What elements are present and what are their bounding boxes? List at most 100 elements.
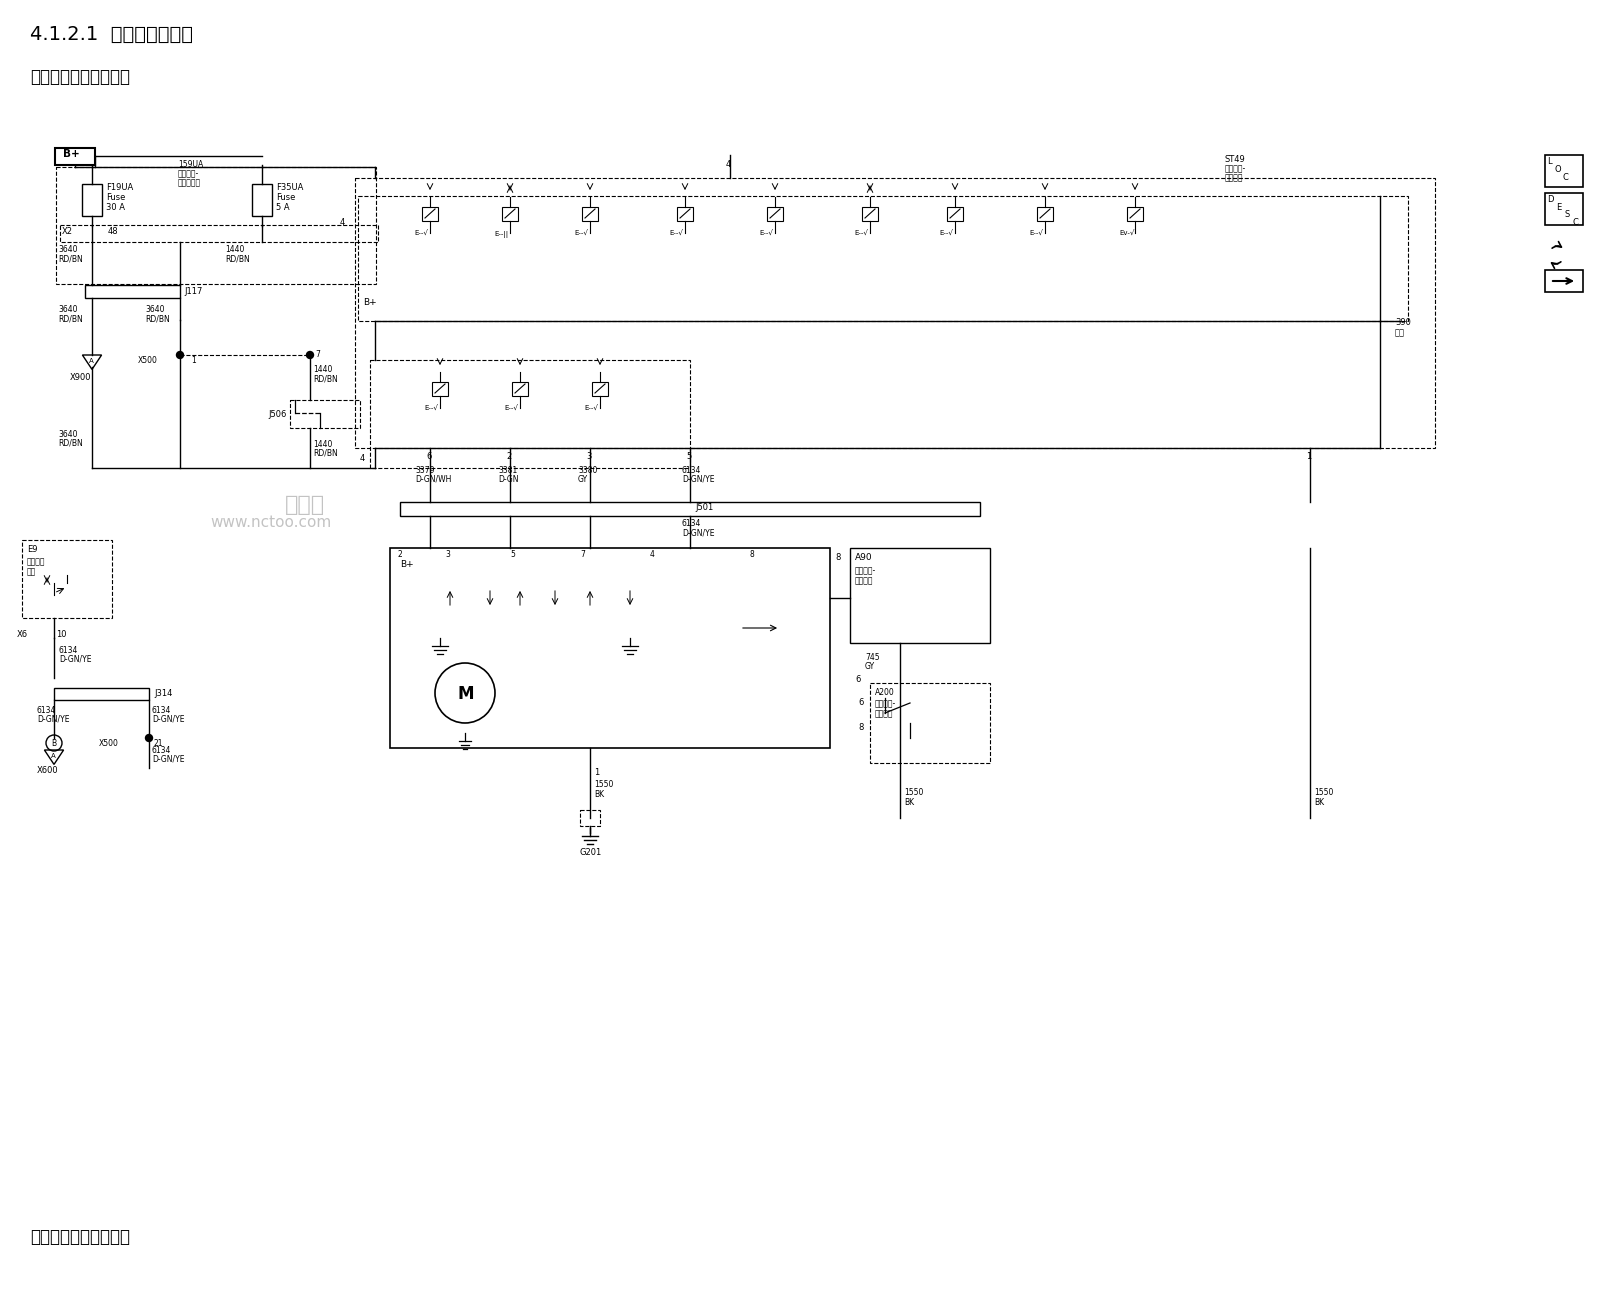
Text: E--√: E--√ (669, 231, 683, 238)
Text: 4: 4 (649, 550, 654, 559)
Text: E--√: E--√ (938, 231, 953, 238)
Bar (861, 206, 877, 221)
Text: 21: 21 (154, 739, 164, 748)
Text: 1440: 1440 (313, 440, 333, 449)
Text: B: B (51, 739, 56, 748)
Text: RD/BN: RD/BN (58, 314, 82, 323)
Text: 4: 4 (725, 160, 731, 169)
Text: 8: 8 (749, 550, 754, 559)
Text: 车窗开关-: 车窗开关- (1225, 164, 1245, 173)
Text: L: L (1546, 157, 1551, 166)
Text: 驾驶员侧: 驾驶员侧 (1225, 173, 1242, 182)
Text: 48: 48 (108, 227, 119, 236)
Text: 3381: 3381 (498, 466, 517, 475)
Text: 运控实例: 运控实例 (855, 576, 873, 585)
Text: J314: J314 (154, 689, 172, 698)
Text: X600: X600 (37, 766, 58, 775)
Text: C: C (1572, 218, 1578, 227)
Text: 4: 4 (339, 218, 346, 227)
Text: 3640: 3640 (58, 305, 77, 314)
Text: 7: 7 (315, 350, 320, 360)
Text: 3: 3 (445, 550, 450, 559)
Text: 6134: 6134 (153, 746, 172, 755)
Text: 8: 8 (834, 553, 840, 562)
Text: RD/BN: RD/BN (313, 374, 337, 383)
Text: A200: A200 (874, 688, 893, 697)
Text: D-GN/YE: D-GN/YE (153, 755, 185, 765)
Bar (677, 206, 693, 221)
Text: D-GN/YE: D-GN/YE (681, 528, 714, 537)
Text: RD/BN: RD/BN (313, 449, 337, 458)
Text: E--√: E--√ (583, 406, 598, 411)
Text: X6: X6 (18, 630, 27, 639)
Text: S: S (1564, 210, 1570, 219)
Text: 1: 1 (593, 768, 599, 778)
Text: O: O (1554, 165, 1560, 174)
Text: RD/BN: RD/BN (225, 254, 249, 263)
Text: 5 A: 5 A (276, 202, 289, 212)
Text: 745: 745 (865, 653, 879, 662)
Text: D-GN/YE: D-GN/YE (681, 475, 714, 484)
Bar (22, 540, 112, 618)
Text: J506: J506 (268, 410, 286, 419)
Text: B+: B+ (363, 299, 376, 308)
Text: A: A (51, 753, 56, 759)
Text: Fuse: Fuse (276, 193, 296, 202)
Text: 车套电机-: 车套电机- (855, 566, 876, 575)
Text: M: M (458, 685, 474, 704)
Text: E--√: E--√ (413, 231, 427, 238)
Text: E--√: E--√ (759, 231, 773, 238)
Bar (391, 548, 829, 748)
Text: D-GN/WH: D-GN/WH (415, 475, 452, 484)
Text: 4.1.2.1  活动车窗示意图: 4.1.2.1 活动车窗示意图 (31, 25, 193, 44)
Bar (511, 382, 527, 396)
Text: 驾驶员车窗（两厢车）: 驾驶员车窗（两厢车） (31, 67, 130, 86)
Bar (1127, 206, 1143, 221)
Text: 3379: 3379 (415, 466, 434, 475)
Text: 6134: 6134 (681, 519, 701, 528)
Text: 6: 6 (855, 675, 860, 684)
Bar (947, 206, 963, 221)
Text: 3640: 3640 (58, 245, 77, 254)
Bar (55, 688, 149, 700)
Bar (580, 810, 599, 826)
Text: 1: 1 (191, 356, 196, 365)
Text: 2: 2 (399, 550, 402, 559)
Text: A: A (88, 358, 93, 363)
Text: J501: J501 (694, 504, 714, 511)
Bar (370, 360, 689, 469)
Text: 驾驶员车-: 驾驶员车- (874, 700, 895, 707)
Text: 牛车坛: 牛车坛 (284, 495, 325, 515)
Text: E--√: E--√ (1028, 231, 1043, 238)
Bar (252, 184, 272, 215)
Text: E--||: E--|| (493, 231, 508, 238)
Bar (1037, 206, 1053, 221)
Text: D-GN/YE: D-GN/YE (59, 655, 92, 665)
Text: 6134: 6134 (681, 466, 701, 475)
Text: 1440: 1440 (313, 365, 333, 374)
Text: 6134: 6134 (153, 706, 172, 715)
Text: 2: 2 (506, 452, 511, 461)
Text: 3640: 3640 (145, 305, 164, 314)
Circle shape (145, 735, 153, 741)
Text: Ev-√: Ev-√ (1118, 231, 1133, 238)
Text: E: E (1556, 202, 1560, 212)
Bar (767, 206, 783, 221)
Text: RD/BN: RD/BN (58, 439, 82, 448)
Text: E9: E9 (27, 545, 37, 554)
Bar (1544, 154, 1581, 187)
Text: 驾驶员车窗（三厢车）: 驾驶员车窗（三厢车） (31, 1228, 130, 1246)
Text: 6: 6 (426, 452, 431, 461)
Bar (501, 206, 517, 221)
Text: J117: J117 (183, 287, 202, 296)
Text: E--√: E--√ (424, 406, 437, 411)
Circle shape (177, 352, 183, 358)
Text: 模块: 模块 (27, 567, 37, 576)
Text: D: D (1546, 195, 1552, 204)
Text: 门锁总成: 门锁总成 (874, 709, 893, 718)
Text: 1440: 1440 (225, 245, 244, 254)
Text: 159UA: 159UA (178, 160, 202, 169)
Text: 6134: 6134 (59, 646, 79, 655)
Bar (85, 286, 180, 299)
Text: GY: GY (577, 475, 588, 484)
